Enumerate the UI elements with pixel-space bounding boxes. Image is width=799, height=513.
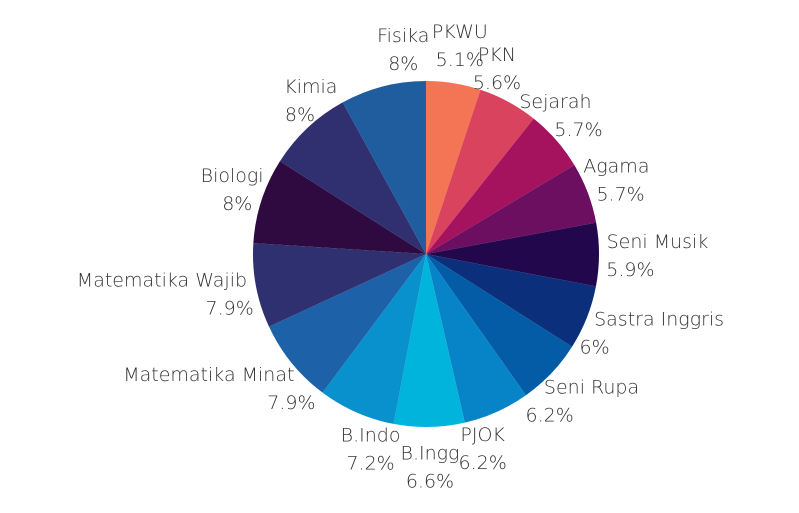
slice-label: Seni Musik [607,231,709,253]
slice-value-label: 8% [285,104,315,126]
slice-label: PKWU [432,21,488,43]
slice-label: Seni Rupa [544,377,639,399]
slice-label: Kimia [284,76,337,98]
slice-label: B.Indo [341,425,401,447]
slice-value-label: 6.2% [458,452,506,474]
pie-slice [426,254,573,396]
pie-slice [322,254,426,424]
slice-label: PKN [478,44,516,66]
slice-value-label: 5.1% [436,49,484,71]
slice-label: Agama [583,156,649,178]
slice-label: Sejarah [519,91,591,113]
slice-value-label: 7.9% [206,298,254,320]
slice-value-label: 6% [580,337,610,359]
pie-slice [426,118,575,254]
slice-value-label: 5.7% [554,119,602,141]
pie-slice [426,89,534,254]
slice-value-label: 7.2% [346,453,394,475]
slice-value-label: 6.2% [525,405,573,427]
slice-value-label: 5.7% [596,184,644,206]
slice-value-label: 8% [388,53,418,75]
slice-label: B.Ingg [401,442,460,464]
slice-label: PJOK [460,424,505,446]
slice-value-label: 7.9% [267,392,315,414]
pie-slice [426,254,526,423]
slice-value-label: 5.9% [606,259,654,281]
pie-slice [393,254,465,427]
slice-value-label: 5.6% [473,72,521,94]
slice-label: Sastra Inggris [594,309,724,331]
slice-label: Fisika [377,25,429,47]
pie-slice [426,81,481,254]
pie-slice [426,222,599,287]
slice-label: Biologi [201,165,264,187]
slice-label: Matematika Wajib [77,270,247,292]
pie-slice [269,254,426,393]
pie-slice [426,165,597,254]
pie-slice [279,102,426,254]
slice-label: Matematika Minat [123,364,294,386]
pie-slice [253,161,426,254]
slice-value-label: 8% [222,193,252,215]
pie-slice [342,81,426,254]
pie-slice [252,243,426,327]
pie-slice [426,254,596,347]
slice-value-label: 6.6% [406,470,454,492]
